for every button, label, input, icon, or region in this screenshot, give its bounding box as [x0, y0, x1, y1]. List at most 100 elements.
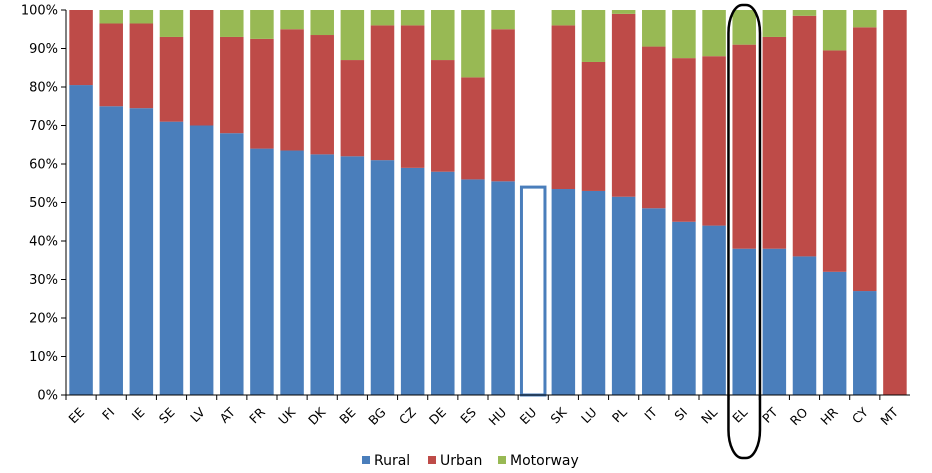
bar-ie-urban [129, 23, 154, 109]
bar-lv-rural [189, 125, 214, 395]
bar-se-urban [159, 36, 184, 122]
bar-ro-urban [792, 15, 817, 257]
bar-lv-urban [189, 10, 214, 126]
bar-lu-rural [581, 190, 606, 395]
legend-swatch-rural [362, 456, 370, 464]
bar-es-urban [461, 77, 485, 180]
bar-bg-rural [370, 160, 395, 395]
bar-lu-motorway [581, 10, 606, 62]
bar-sk-urban [551, 25, 576, 190]
bar-nl-urban [702, 56, 726, 226]
bar-uk-urban [280, 29, 304, 151]
bar-uk-motorway [280, 10, 304, 30]
bar-fi-urban [99, 23, 123, 107]
legend: Rural Urban Motorway [362, 453, 579, 469]
bar-pl-motorway [611, 10, 636, 14]
bar-si-urban [672, 58, 696, 222]
bar-cz-motorway [400, 10, 425, 26]
bar-hu-rural [491, 181, 515, 395]
bar-si-rural [672, 221, 696, 395]
bar-es-rural [461, 179, 485, 395]
y-tick-label: 80% [29, 81, 58, 96]
bar-sk-motorway [551, 10, 576, 26]
highlight-outline-el [727, 3, 762, 460]
bar-cz-rural [400, 167, 425, 395]
bar-fi-motorway [99, 10, 123, 24]
bar-dk-rural [310, 154, 334, 396]
bar-it-urban [642, 46, 666, 209]
bar-ee-rural [69, 85, 93, 395]
bar-uk-rural [280, 150, 304, 395]
bar-cy-rural [853, 291, 877, 395]
bar-lu-urban [581, 61, 606, 191]
bar-eu-rural [519, 185, 547, 397]
bar-pl-urban [611, 13, 636, 197]
bar-dk-motorway [310, 10, 334, 36]
bar-at-motorway [220, 10, 244, 37]
bar-nl-motorway [702, 10, 726, 57]
bar-dk-urban [310, 35, 334, 155]
bar-be-motorway [340, 10, 365, 61]
y-tick-label: 100% [21, 4, 58, 19]
y-tick-label: 0% [37, 389, 58, 404]
bar-hu-motorway [491, 10, 515, 30]
y-axis: 0% 10% 20% 30% 40% 50% 60% 70% 80% 90% 100% [21, 4, 67, 404]
bar-pl-rural [611, 196, 636, 395]
bar-be-rural [340, 156, 365, 395]
y-tick-label: 10% [29, 350, 58, 365]
bar-ee-urban [69, 10, 93, 86]
bar-at-rural [220, 133, 244, 395]
bar-fr-motorway [250, 10, 274, 39]
bars-group [69, 3, 907, 460]
bar-hr-motorway [822, 10, 847, 51]
y-tick-label: 30% [29, 273, 58, 288]
bar-de-motorway [431, 10, 455, 61]
bar-at-urban [220, 36, 244, 134]
bar-it-motorway [642, 10, 666, 47]
bar-ie-rural [129, 108, 154, 396]
bar-fr-urban [250, 38, 274, 149]
legend-label-urban: Urban [440, 453, 482, 469]
y-tick-label: 50% [29, 196, 58, 211]
bar-nl-rural [702, 225, 726, 395]
bar-pt-rural [762, 248, 787, 395]
bar-fr-rural [250, 148, 274, 395]
y-tick-label: 70% [29, 119, 58, 134]
bar-si-motorway [672, 10, 696, 59]
bar-cy-motorway [853, 10, 877, 28]
legend-swatch-motorway [498, 456, 506, 464]
y-tick-label: 40% [29, 235, 58, 250]
legend-swatch-urban [428, 456, 436, 464]
bar-cy-urban [853, 27, 877, 292]
bar-hr-urban [822, 50, 847, 272]
bar-hu-urban [491, 29, 515, 182]
bar-es-motorway [461, 10, 485, 78]
bar-ie-motorway [129, 10, 154, 24]
bar-se-motorway [159, 10, 184, 37]
legend-label-rural: Rural [374, 453, 410, 469]
bar-de-urban [431, 60, 455, 172]
legend-label-motorway: Motorway [510, 453, 579, 469]
bar-se-rural [159, 121, 184, 396]
bar-de-rural [431, 171, 455, 395]
bar-pt-motorway [762, 10, 787, 37]
bar-be-urban [340, 60, 365, 157]
bar-pt-urban [762, 36, 787, 249]
bar-bg-urban [370, 25, 395, 161]
bar-el-motorway [732, 10, 756, 45]
bar-ro-rural [792, 256, 817, 395]
bar-hr-rural [822, 271, 847, 395]
bar-fi-rural [99, 106, 123, 395]
bar-el-rural [732, 248, 756, 395]
bar-el-urban [732, 44, 756, 249]
y-tick-label: 20% [29, 312, 58, 327]
bar-cz-urban [400, 25, 425, 168]
bar-mt-urban [883, 10, 907, 395]
bar-bg-motorway [370, 10, 395, 26]
y-tick-label: 60% [29, 158, 58, 173]
bar-it-rural [642, 208, 666, 395]
bar-ro-motorway [792, 10, 817, 16]
y-tick-label: 90% [29, 42, 58, 57]
bar-sk-rural [551, 189, 576, 395]
